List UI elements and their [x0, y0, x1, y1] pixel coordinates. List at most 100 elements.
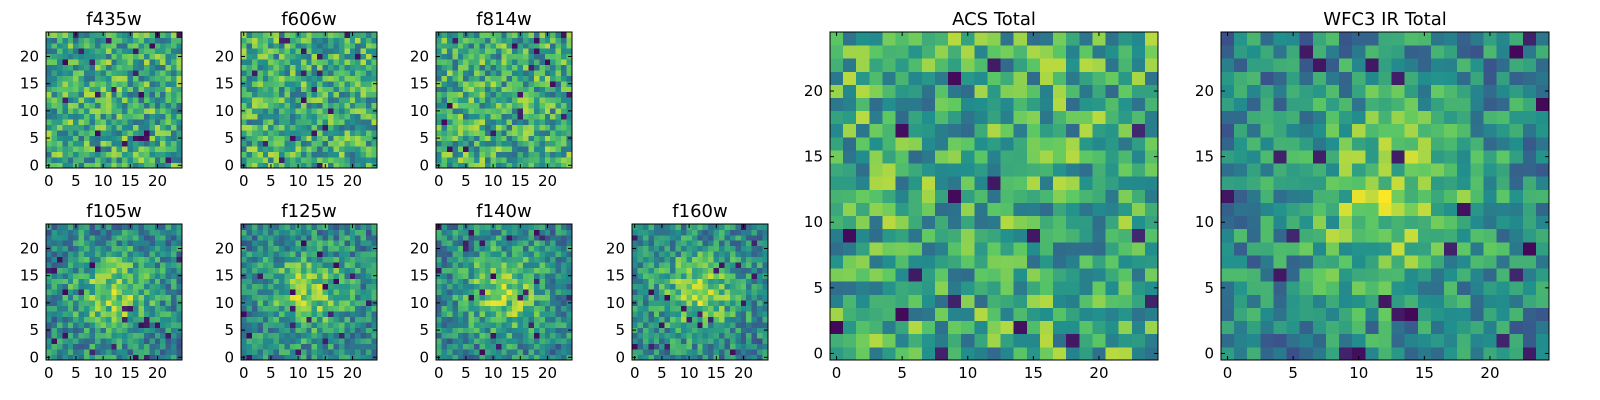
heatmap-cell: [165, 37, 172, 44]
heatmap-cell: [457, 305, 464, 312]
heatmap-cell: [344, 256, 351, 263]
heatmap-cell: [105, 119, 112, 125]
heatmap-cell: [56, 240, 63, 247]
heatmap-cell: [463, 102, 470, 109]
heatmap-cell: [176, 234, 183, 241]
heatmap-cell: [122, 75, 128, 82]
heatmap-cell: [349, 305, 356, 312]
heatmap-cell: [67, 262, 74, 268]
heatmap-cell: [322, 332, 329, 339]
heatmap-cell: [300, 343, 307, 350]
heatmap-cell: [746, 240, 753, 247]
heatmap-cell: [561, 262, 567, 268]
heatmap-cell: [561, 70, 567, 76]
heatmap-cell: [561, 300, 567, 306]
heatmap-cell: [446, 75, 453, 82]
heatmap-cell: [746, 245, 753, 252]
heatmap-cell: [73, 278, 80, 285]
heatmap-cell: [479, 332, 486, 339]
heatmap-cell: [1000, 346, 1015, 361]
heatmap-cell: [1092, 333, 1106, 348]
heatmap-cell: [506, 278, 513, 285]
heatmap-cell: [869, 150, 883, 164]
heatmap-cell: [506, 327, 513, 334]
heatmap-cell: [895, 228, 910, 243]
heatmap-cell: [338, 278, 345, 285]
heatmap-cell: [697, 354, 704, 361]
heatmap-cell: [533, 251, 540, 258]
heatmap-cell: [160, 338, 167, 345]
heatmap-cell: [523, 124, 529, 131]
heatmap-cell: [349, 229, 356, 236]
heatmap-cell: [566, 157, 573, 163]
heatmap-cell: [637, 224, 644, 230]
heatmap-cell: [961, 255, 975, 269]
heatmap-cell: [105, 305, 112, 312]
heatmap-cell: [479, 316, 486, 323]
heatmap-cell: [697, 262, 704, 268]
heatmap-cell: [746, 338, 753, 345]
heatmap-cell: [974, 241, 988, 256]
heatmap-cell: [94, 157, 101, 163]
heatmap-cell: [523, 332, 529, 339]
heatmap-cell: [642, 300, 649, 306]
heatmap-cell: [322, 240, 329, 247]
heatmap-cell: [46, 140, 52, 147]
heatmap-cell: [561, 289, 567, 296]
heatmap-cell: [133, 151, 139, 158]
heatmap-cell: [452, 162, 459, 169]
heatmap-cell: [317, 129, 323, 136]
heatmap-cell: [355, 124, 362, 131]
heatmap-cell: [111, 272, 118, 279]
heatmap-cell: [512, 42, 518, 49]
heatmap-cell: [268, 119, 275, 125]
heatmap-cell: [544, 42, 551, 49]
heatmap-cell: [452, 321, 459, 328]
heatmap-cell: [268, 240, 275, 247]
heatmap-cell: [89, 262, 96, 268]
heatmap-cell: [544, 119, 551, 125]
heatmap-cell: [284, 245, 291, 252]
heatmap-cell: [89, 135, 96, 142]
heatmap-cell: [659, 229, 666, 236]
heatmap-cell: [895, 281, 910, 295]
panel-title: f140w: [476, 201, 531, 222]
heatmap-cell: [273, 349, 280, 355]
heatmap-cell: [506, 272, 513, 279]
heatmap-cell: [544, 278, 551, 285]
heatmap-cell: [659, 349, 666, 355]
heatmap-cell: [246, 91, 253, 98]
heatmap-cell: [474, 91, 480, 98]
heatmap-cell: [830, 150, 844, 164]
heatmap-cell: [757, 349, 763, 355]
heatmap-cell: [452, 48, 459, 55]
heatmap-cell: [506, 80, 513, 87]
heatmap-cell: [719, 294, 725, 301]
heatmap-cell: [94, 278, 101, 285]
heatmap-cell: [289, 70, 296, 76]
heatmap-cell: [908, 294, 923, 308]
heatmap-cell: [84, 124, 90, 131]
heatmap-cell: [127, 316, 134, 323]
heatmap-cell: [251, 349, 258, 355]
heatmap-cell: [116, 86, 123, 93]
heatmap-cell: [702, 300, 709, 306]
heatmap-cell: [680, 240, 687, 247]
heatmap-cell: [566, 64, 573, 71]
heatmap-cell: [165, 70, 172, 76]
heatmap-cell: [484, 129, 491, 136]
heatmap-cell: [360, 316, 367, 323]
heatmap-cell: [371, 262, 378, 268]
heatmap-cell: [463, 289, 470, 296]
heatmap-cell: [490, 267, 497, 274]
heatmap-cell: [241, 75, 247, 82]
heatmap-cell: [62, 70, 69, 76]
heatmap-cell: [67, 224, 74, 230]
heatmap-cell: [300, 321, 307, 328]
x-tick-label: 5: [266, 172, 276, 190]
heatmap-cell: [338, 151, 345, 158]
heatmap-cell: [78, 327, 85, 334]
heatmap-cell: [675, 338, 682, 345]
heatmap-cell: [468, 267, 475, 274]
heatmap-cell: [544, 300, 551, 306]
